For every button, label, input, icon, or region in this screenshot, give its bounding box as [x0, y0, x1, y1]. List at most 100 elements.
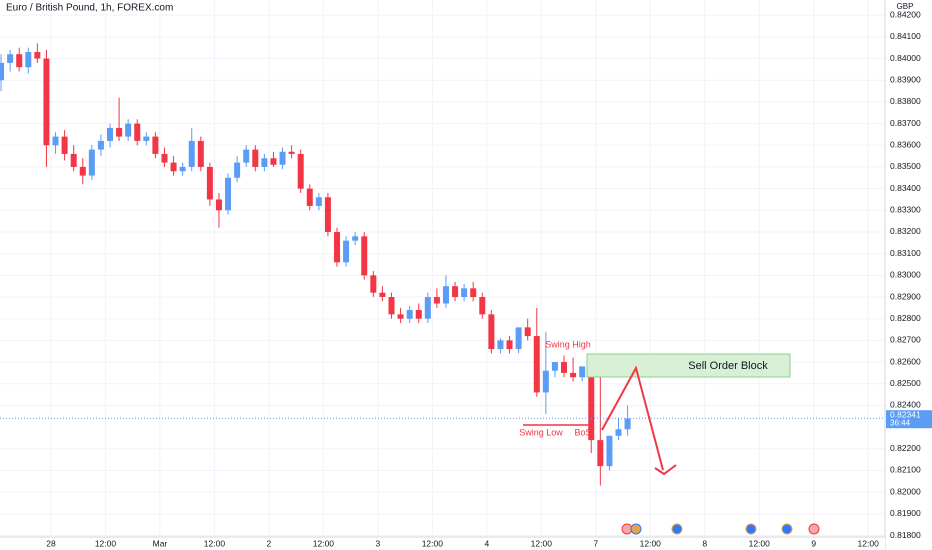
- candle-body: [61, 136, 68, 154]
- currency-label: GBP: [897, 2, 914, 11]
- y-tick-label: 0.82900: [890, 291, 921, 301]
- candle-body: [152, 136, 159, 154]
- candle-body: [397, 314, 404, 319]
- candle-body: [188, 140, 195, 167]
- price-axis-bg: [885, 0, 932, 550]
- candle-body: [588, 366, 595, 441]
- y-tick-label: 0.82600: [890, 356, 921, 366]
- candle-body: [125, 123, 132, 137]
- event-icon[interactable]: [630, 523, 642, 535]
- event-icon[interactable]: [671, 523, 683, 535]
- candle-body: [406, 310, 413, 319]
- candle-body: [470, 288, 477, 298]
- y-tick-label: 0.83900: [890, 74, 921, 84]
- x-tick-label: 12:00: [640, 538, 662, 548]
- candle-body: [388, 297, 395, 315]
- candle-body: [533, 336, 540, 393]
- y-tick-label: 0.83800: [890, 96, 921, 106]
- candle-body: [324, 197, 331, 232]
- candle-body: [624, 418, 631, 430]
- candle-body: [606, 435, 613, 467]
- candle-body: [515, 327, 522, 350]
- candle-body: [52, 136, 59, 146]
- event-icon[interactable]: [745, 523, 757, 535]
- arrow-head: [654, 464, 677, 476]
- chart-title: Euro / British Pound, 1h, FOREX.com: [6, 3, 173, 14]
- candle-body: [70, 153, 77, 167]
- candle-body: [579, 366, 586, 378]
- candle-body: [261, 158, 268, 167]
- candle-body: [279, 151, 286, 165]
- order-block-label: Sell Order Block: [688, 360, 768, 372]
- candle-body: [197, 140, 204, 167]
- candle-body: [497, 340, 504, 350]
- x-tick-label: 4: [484, 538, 489, 548]
- y-tick-label: 0.83400: [890, 183, 921, 193]
- y-tick-label: 0.82500: [890, 378, 921, 388]
- x-tick-label: 12:00: [531, 538, 553, 548]
- x-tick-label: 9: [811, 538, 816, 548]
- candle-body: [597, 440, 604, 467]
- y-tick-label: 0.82000: [890, 486, 921, 496]
- candle-body: [88, 149, 95, 176]
- y-tick-label: 0.83500: [890, 161, 921, 171]
- x-tick-label: 12:00: [313, 538, 335, 548]
- candle-body: [134, 123, 141, 141]
- candle-body: [542, 370, 549, 393]
- candle-body: [461, 288, 468, 298]
- candle-body: [479, 297, 486, 315]
- last-price-box: [886, 410, 932, 429]
- candle-body: [179, 166, 186, 172]
- candle-body: [488, 314, 495, 350]
- x-tick-label: 3: [376, 538, 381, 548]
- y-tick-label: 0.83200: [890, 226, 921, 236]
- candle-body: [116, 127, 123, 137]
- candle-body: [206, 166, 213, 200]
- countdown-label: 36:44: [890, 418, 911, 427]
- y-tick-label: 0.83300: [890, 205, 921, 215]
- x-tick-label: 12:00: [858, 538, 880, 548]
- x-tick-label: 2: [267, 538, 272, 548]
- y-tick-label: 0.83700: [890, 118, 921, 128]
- candle-body: [252, 149, 259, 167]
- candle-body: [34, 52, 41, 59]
- x-tick-label: 12:00: [204, 538, 226, 548]
- candle-body: [551, 362, 558, 371]
- candle-body: [442, 286, 449, 304]
- grid: [0, 0, 885, 536]
- drawings: Sell Order Block Swing High Swing Low Bo…: [519, 339, 820, 535]
- y-tick-label: 0.82800: [890, 313, 921, 323]
- candle-body: [361, 236, 368, 276]
- last-price-label: 0.82341: [890, 409, 921, 419]
- candle-body: [97, 140, 104, 150]
- candle-body: [234, 162, 241, 178]
- candle-body: [43, 58, 50, 146]
- bos-label: BoS: [574, 427, 591, 437]
- candle-body: [570, 372, 577, 378]
- candle-body: [79, 166, 86, 176]
- candle-body: [25, 52, 32, 68]
- y-tick-label: 0.83100: [890, 248, 921, 258]
- candle-body: [170, 162, 177, 172]
- candle-body: [343, 240, 350, 263]
- projection-arrow: [601, 365, 664, 471]
- y-tick-label: 0.81800: [890, 530, 921, 540]
- x-tick-label: 12:00: [749, 538, 771, 548]
- swing-low-label: Swing Low: [519, 427, 563, 437]
- event-icon[interactable]: [781, 523, 793, 535]
- candle-body: [306, 188, 313, 206]
- y-tick-label: 0.81900: [890, 508, 921, 518]
- candle-body: [288, 151, 295, 154]
- candle-body: [225, 177, 232, 211]
- x-tick-label: 8: [702, 538, 707, 548]
- candle-body: [524, 327, 531, 337]
- candle-body: [433, 297, 440, 304]
- candle-body: [143, 136, 150, 141]
- candle-body: [270, 158, 277, 165]
- candle-body: [352, 236, 359, 241]
- candle-body: [415, 310, 422, 319]
- candle-body: [334, 231, 341, 263]
- event-icon[interactable]: [808, 523, 820, 535]
- candle-body: [561, 362, 568, 373]
